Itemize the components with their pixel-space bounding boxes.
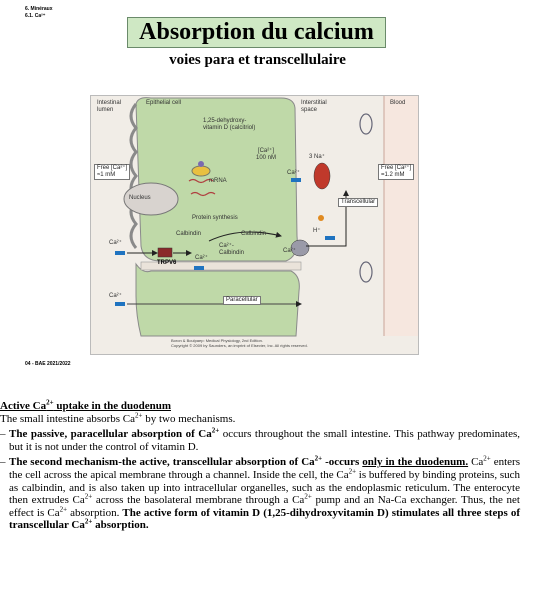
label-ca-lumen-1: Ca²⁺ [109,240,122,246]
calcitriol-dot [198,161,204,167]
figure-credit-2: Copyright © 2009 by Saunders, an imprint… [171,343,308,348]
bullet-passive: – The passive, paracellular absorption o… [0,426,521,453]
slide-title: Absorption du calcium [127,17,386,48]
ca-ion-cell [194,266,204,270]
h-ion [318,215,324,221]
label-ca-pump: Ca²⁺ [283,248,296,254]
label-free-ca-lumen: Free [Ca²⁺] ≈1 mM [94,164,131,180]
footer-tag: 04 - BAE 2021/2022 [25,361,71,367]
ca-ion-lumen-1 [115,251,125,255]
label-intestinal-lumen: Intestinal lumen [97,100,122,113]
label-protein-synthesis: Protein synthesis [192,215,238,221]
section-heading: Active Ca2+ uptake in the duodenum [0,398,171,412]
label-h: H⁺ [313,228,321,234]
slide-subtitle: voies para et transcellulaire [169,52,346,68]
tight-junction-gap [140,261,302,271]
capillary-2 [359,261,373,283]
na-ca-exchanger [313,162,331,190]
ca-ion-lumen-2 [115,302,125,306]
epithelial-cell-lower [135,262,300,337]
ca-pump [290,239,310,257]
diagram-drawing [91,96,418,354]
label-epithelial-cell: Epithelial cell [146,100,182,106]
label-calbindin-1: Calbindin [176,231,202,237]
chapter-number: 6. Minéraux [25,6,53,12]
calcium-absorption-diagram: Intestinal lumen Epithelial cell Interst… [90,95,419,355]
trpv6-channel [157,247,173,258]
ca-ion-er [291,178,301,182]
label-vitamin-d-1: 1,25-dehydroxy- [203,118,247,124]
arrow-transcellular [306,190,349,247]
mrna-strand-2 [190,191,216,197]
label-trpv6: TRPV6 [157,260,177,266]
vitamin-d-receptor [191,165,211,177]
label-ca-calbindin: Ca²⁺- Calbindin [219,243,245,256]
label-ca-cell: Ca²⁺ [195,255,208,261]
bullet-active: – The second mechanism-the active, trans… [0,454,520,532]
label-interstitial-space: Interstitial space [301,100,327,113]
label-intracellular-ca: [Ca²⁺] 100 nM [256,148,277,161]
body-text: Active Ca2+ uptake in the duodenum The s… [0,398,521,532]
label-ca-er: Ca²⁺ [287,170,300,176]
capillary-1 [359,113,373,135]
label-paracellular: Paracellular [223,296,261,305]
blood-region [384,96,418,336]
label-calbindin-2: Calbindin [241,231,267,237]
label-nucleus: Nucleus [129,195,151,201]
label-vitamin-d-2: vitamin D (calcitriol) [203,125,256,131]
mrna-strand [188,178,214,184]
label-transcellular: Transcellular [338,198,379,207]
intro-paragraph: The small intestine absorbs Ca2+ by two … [0,410,236,425]
label-blood: Blood [390,100,406,106]
arrow-calbindin [208,231,282,242]
label-mrna: mRNA [209,178,227,184]
figure-credit-1: Boron & Boulpaep: Medical Physiology, 2n… [171,338,263,343]
label-ca-lumen-2: Ca²⁺ [109,293,122,299]
nucleus [123,182,179,216]
label-3na: 3 Na⁺ [309,154,325,160]
ca-ion-pump [325,236,335,240]
section-number: 6.1. Ca²⁺ [25,13,46,19]
label-free-ca-blood: Free [Ca²⁺] =1.2 mM [378,164,415,180]
epithelial-cell [135,97,298,262]
apical-brush-border [129,103,138,249]
